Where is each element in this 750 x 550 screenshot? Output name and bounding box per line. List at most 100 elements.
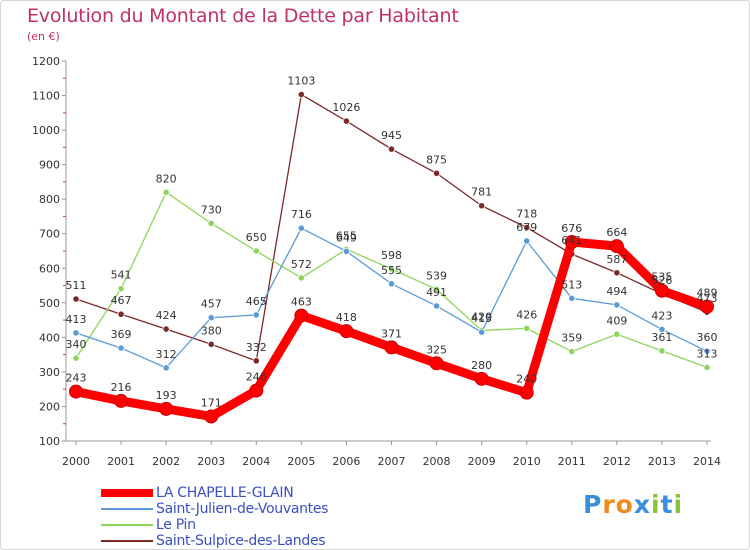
data-label: 332 [246,341,267,354]
logo-letter: o [615,490,634,519]
data-label: 280 [471,359,492,372]
data-point [72,329,80,337]
data-point [297,274,305,282]
legend-label: Saint-Julien-de-Vouvantes [156,501,329,517]
data-point [117,310,125,318]
data-point [207,219,215,227]
data-point [432,302,441,310]
data-point [114,393,129,408]
legend-swatch [101,508,153,510]
y-tick-label: 200 [39,400,60,413]
x-tick-label: 2004 [242,455,270,468]
x-tick-label: 2010 [513,455,541,468]
data-point [249,383,264,398]
data-point [478,202,486,210]
y-tick-label: 1100 [32,90,60,103]
legend-item: Le Pin [101,517,361,533]
line-chart: 100 200 300 400 500 600 700 800 900 1000 1100 1200 2… [32,55,721,468]
data-label: 587 [606,253,627,266]
data-point [703,363,711,372]
data-label: 526 [651,274,672,287]
data-label: 371 [381,327,402,340]
data-point [162,325,170,333]
y-tick-label: 100 [39,435,60,448]
data-point [609,239,624,254]
data-label: 491 [426,286,447,299]
data-label: 820 [156,172,177,185]
data-label: 1103 [287,75,315,88]
x-tick-label: 2011 [558,455,586,468]
x-tick-label: 2000 [62,455,90,468]
data-label: 325 [426,343,447,356]
data-label: 465 [246,295,267,308]
legend-swatch [101,524,153,526]
data-label: 1026 [332,101,360,114]
data-label: 572 [291,258,312,271]
data-label: 426 [516,308,537,321]
data-label: 716 [291,208,312,221]
data-point [297,224,305,232]
data-label: 420 [471,310,492,323]
data-label: 676 [561,222,582,235]
data-point [387,280,396,288]
data-label: 361 [651,331,672,344]
data-point [564,235,579,250]
data-label: 718 [516,208,537,221]
data-label: 424 [156,309,177,322]
data-label: 340 [66,338,87,351]
data-point [703,347,711,355]
logo-letter: i [651,490,661,519]
data-point [207,314,215,322]
data-point [117,344,125,352]
data-point [117,285,125,293]
data-label: 246 [246,371,267,384]
data-label: 511 [66,279,87,292]
data-label: 415 [471,312,492,325]
data-point [384,340,399,355]
data-label: 216 [111,381,132,394]
x-tick-label: 2012 [603,455,631,468]
y-tick-label: 700 [39,228,60,241]
x-tick-label: 2009 [468,455,496,468]
data-point [387,145,396,153]
data-point [432,169,441,177]
logo-letter: x [633,490,651,519]
data-label: 539 [426,269,447,282]
y-tick-label: 300 [39,366,60,379]
data-label: 875 [426,153,447,166]
y-tick-label: 800 [39,193,60,206]
data-label: 513 [561,278,582,291]
data-label: 555 [381,264,402,277]
data-point [387,265,396,273]
data-point [613,330,621,338]
data-point [252,247,260,255]
data-point [297,90,305,99]
axes: 100 200 300 400 500 600 700 800 900 1000 1100 1200 2… [32,55,721,468]
data-label: 240 [516,373,537,386]
data-label: 945 [381,129,402,142]
data-point [700,299,714,314]
x-tick-label: 2002 [152,455,180,468]
data-label: 679 [516,221,537,234]
data-label: 781 [471,186,492,199]
data-label: 312 [156,348,177,361]
logo-letter: r [602,490,616,519]
x-tick-label: 2014 [693,455,721,468]
data-point [613,269,621,277]
x-tick-label: 2003 [197,455,225,468]
data-point [162,188,170,196]
data-point [478,328,486,336]
logo-letter: t [660,490,674,519]
data-label: 641 [561,234,582,247]
chart-subtitle: (en €) [27,30,60,43]
data-point [523,324,531,332]
data-point [72,295,80,303]
legend-swatch [101,489,153,497]
logo-letter: i [673,490,684,519]
data-label: 730 [201,203,222,216]
data-point [568,347,576,356]
data-label: 418 [336,311,357,324]
data-label: 193 [156,389,177,402]
data-label: 473 [697,292,718,305]
